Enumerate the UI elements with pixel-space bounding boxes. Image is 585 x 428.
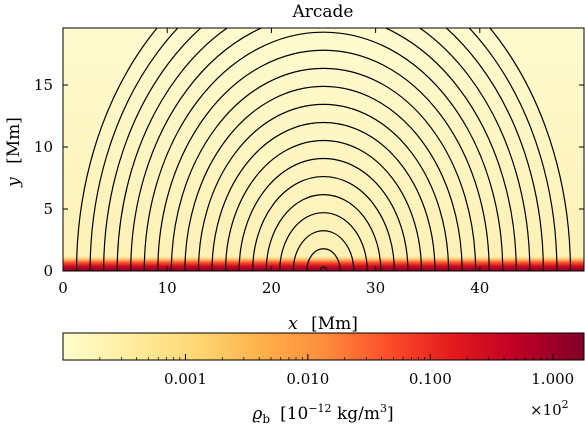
x-tick-label: 40 bbox=[470, 279, 489, 297]
colorbar-tick-label: 1.000 bbox=[531, 370, 574, 388]
field-line bbox=[265, 194, 382, 271]
colorbar-label-units: [10 bbox=[280, 404, 308, 424]
field-line bbox=[103, 28, 544, 271]
colorbar-frame bbox=[62, 332, 585, 361]
y-tick-label: 10 bbox=[34, 138, 53, 156]
chart-title: Arcade bbox=[291, 2, 353, 22]
y-axis-label: y [Mm] bbox=[4, 117, 24, 188]
colorbar-multiplier-exp: 2 bbox=[562, 398, 569, 411]
y-tick-label: 15 bbox=[34, 76, 53, 94]
colorbar-label-units-exp: −12 bbox=[308, 402, 331, 415]
field-line bbox=[157, 49, 490, 271]
colorbar-label-units-exp2: 3 bbox=[380, 402, 387, 415]
field-line bbox=[170, 67, 477, 271]
x-axis-label: x [Mm] bbox=[288, 314, 358, 334]
colorbar-label-var: ϱ bbox=[252, 404, 262, 424]
heatmap-area bbox=[63, 28, 584, 271]
plot-frame bbox=[62, 27, 585, 272]
colorbar-multiplier-base: ×10 bbox=[530, 401, 562, 419]
field-line bbox=[319, 266, 328, 271]
y-tick-label: 0 bbox=[43, 262, 53, 280]
colorbar-tick-label: 0.001 bbox=[164, 370, 207, 388]
colorbar-label-close: ] bbox=[387, 404, 394, 424]
field-line bbox=[238, 157, 409, 271]
y-tick-label: 5 bbox=[43, 200, 53, 218]
colorbar-label: ϱb [10−12 kg/m3] bbox=[252, 402, 393, 426]
field-line bbox=[130, 28, 517, 271]
x-tick-label: 10 bbox=[158, 279, 177, 297]
x-axis-unit: [Mm] bbox=[311, 314, 358, 334]
field-line bbox=[279, 212, 368, 271]
colorbar-label-sub: b bbox=[262, 412, 270, 426]
y-axis-unit: [Mm] bbox=[4, 117, 24, 164]
field-line bbox=[116, 28, 531, 271]
field-line bbox=[143, 31, 504, 271]
field-line bbox=[306, 248, 341, 271]
field-line bbox=[211, 121, 436, 271]
field-line bbox=[292, 230, 355, 271]
field-line bbox=[252, 176, 395, 271]
density-background bbox=[63, 28, 584, 271]
colorbar-multiplier: ×102 bbox=[530, 398, 569, 419]
field-line bbox=[89, 28, 558, 271]
x-axis-var: x bbox=[288, 314, 298, 334]
colorbar-tick-label: 0.010 bbox=[286, 370, 329, 388]
x-tick-label: 0 bbox=[58, 279, 68, 297]
colorbar-ticks: 0.001 0.010 0.100 1.000 bbox=[99, 354, 574, 388]
y-axis-ticks: 0 5 10 15 bbox=[34, 76, 584, 280]
field-line bbox=[75, 28, 572, 271]
x-tick-label: 20 bbox=[262, 279, 281, 297]
field-line bbox=[224, 139, 423, 271]
x-tick-label: 30 bbox=[366, 279, 385, 297]
colorbar-label-units-rest: kg/m bbox=[332, 404, 380, 424]
field-line bbox=[197, 103, 450, 271]
colorbar-fill bbox=[63, 333, 584, 360]
dense-layer bbox=[63, 256, 584, 271]
field-lines bbox=[75, 28, 572, 271]
x-axis-ticks: 0 10 20 30 40 bbox=[58, 28, 489, 297]
field-line bbox=[184, 85, 463, 271]
y-axis-var: y bbox=[4, 177, 24, 188]
colorbar: 0.001 0.010 0.100 1.000 bbox=[62, 332, 585, 388]
colorbar-tick-label: 0.100 bbox=[409, 370, 452, 388]
